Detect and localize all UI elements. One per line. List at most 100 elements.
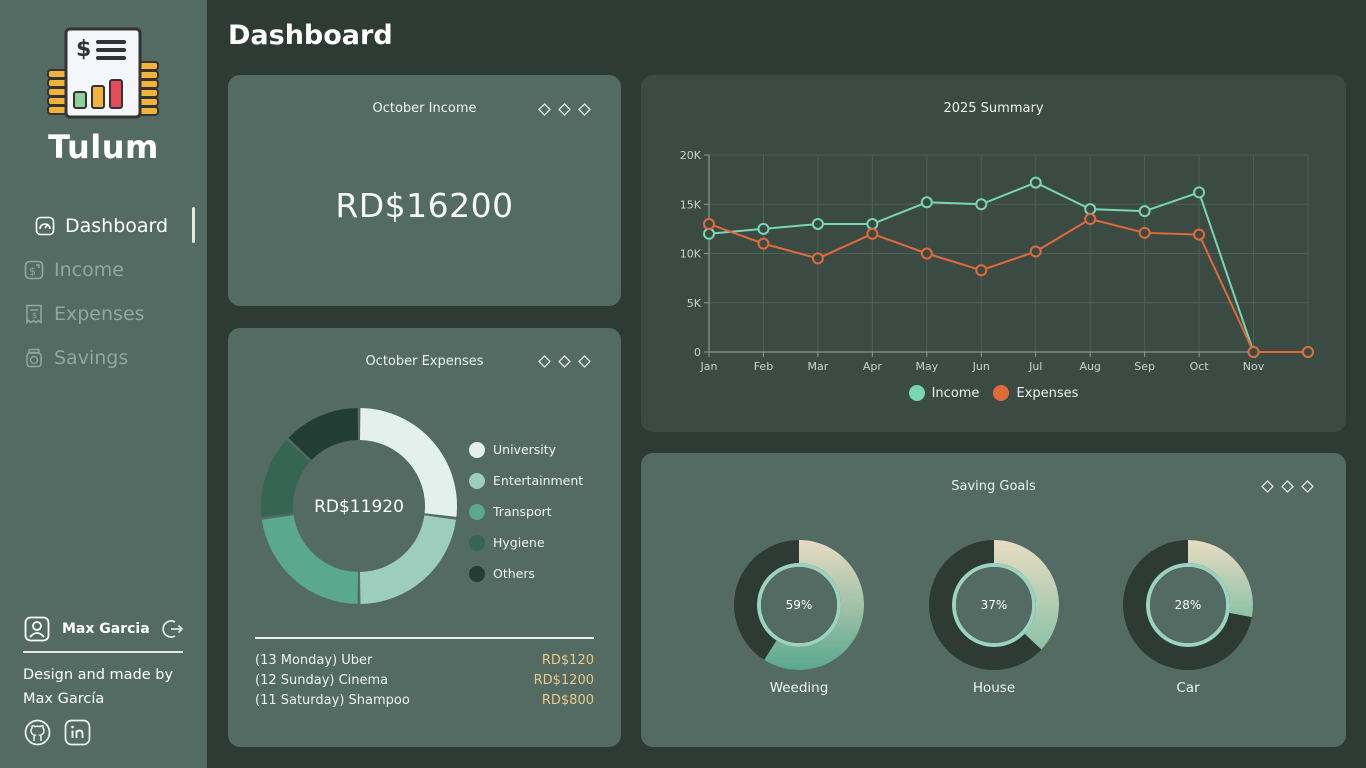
gauge-icon	[35, 216, 55, 236]
x-tick-label: Aug	[1079, 360, 1100, 373]
income-value: RD$16200	[335, 186, 514, 225]
expenses-donut-chart: RD$11920	[261, 408, 457, 604]
goal-inner-fill	[761, 567, 837, 643]
donut-slice-hygiene[interactable]	[261, 439, 311, 517]
data-point-expenses[interactable]	[703, 217, 715, 230]
svg-text:$: $	[76, 37, 91, 62]
data-point-income[interactable]	[757, 222, 770, 235]
card-menu-dots[interactable]	[538, 355, 591, 368]
x-tick-label: Jan	[700, 360, 718, 373]
transaction-row: (11 Saturday) Shampoo RD$800	[255, 693, 594, 708]
goal-progress-arc	[764, 540, 864, 670]
transaction-row: (13 Monday) Uber RD$120	[255, 653, 594, 668]
goal-inner-fill	[1150, 567, 1226, 643]
summary-card: 2025 Summary 0 5K 10K 15K 20K Jan Feb Mar Apr May…	[641, 75, 1346, 432]
legend-item-income[interactable]: Income	[908, 385, 980, 401]
data-point-expenses[interactable]	[920, 247, 933, 260]
donut-slice-entertainment[interactable]	[359, 515, 457, 604]
jar-icon	[26, 348, 42, 368]
legend-swatch	[993, 385, 1010, 401]
credit-text: Design and made by Max García	[23, 663, 193, 711]
user-row: Max Garcia	[24, 616, 184, 642]
credit-line-1: Design and made by	[23, 667, 174, 683]
social-links	[24, 719, 91, 746]
legend-swatch	[469, 565, 485, 582]
legend-item: University	[469, 434, 583, 465]
transactions-divider	[255, 637, 594, 639]
sidebar-item-label: Expenses	[54, 303, 145, 325]
data-point-expenses[interactable]	[975, 264, 988, 277]
goal-progress-arc	[1188, 540, 1253, 618]
goal-label: House	[972, 680, 1016, 696]
transaction-row: (12 Sunday) Cinema RD$1200	[255, 673, 594, 688]
goal-percent: 59%	[786, 598, 813, 612]
data-point-income[interactable]	[866, 217, 879, 230]
data-point-expenses[interactable]	[1302, 346, 1314, 358]
data-point-expenses[interactable]	[1247, 346, 1260, 358]
legend-label: Transport	[493, 504, 552, 519]
data-point-income[interactable]	[920, 196, 933, 209]
diamond-icon	[578, 103, 591, 116]
legend-label: Hygiene	[493, 535, 545, 550]
data-point-income[interactable]	[975, 198, 988, 211]
active-indicator	[192, 207, 195, 243]
expenses-card-title: October Expenses	[365, 354, 484, 369]
goal-inner-fill	[956, 567, 1032, 643]
x-tick-label: Nov	[1243, 360, 1265, 373]
data-point-income[interactable]	[1084, 203, 1097, 216]
data-point-expenses[interactable]	[811, 252, 824, 265]
data-point-income[interactable]	[1029, 176, 1042, 189]
legend-item: Entertainment	[469, 465, 583, 496]
data-point-expenses[interactable]	[757, 237, 770, 250]
card-menu-dots[interactable]	[1261, 480, 1314, 493]
legend-item-expenses[interactable]: Expenses	[993, 385, 1078, 401]
data-point-income[interactable]	[1193, 186, 1206, 199]
saving-goals-chart: 59% 37% 28%	[734, 540, 1253, 670]
donut-center-label: RD$11920	[314, 497, 404, 517]
x-tick-label: Sep	[1134, 360, 1155, 373]
legend-label: Income	[931, 385, 980, 401]
card-menu-dots[interactable]	[538, 103, 591, 116]
x-tick-label: Jul	[1028, 360, 1042, 373]
data-point-income[interactable]	[811, 217, 824, 230]
diamond-icon	[558, 103, 571, 116]
income-card: October Income	[228, 75, 621, 306]
linkedin-icon[interactable]	[64, 719, 91, 746]
diamond-icon	[538, 103, 551, 116]
logout-icon[interactable]	[162, 618, 184, 640]
legend-label: Others	[493, 566, 536, 581]
sidebar-item-savings[interactable]: Savings	[0, 336, 207, 380]
sidebar-item-label: Income	[54, 259, 124, 281]
y-tick-label: 5K	[687, 297, 702, 310]
sidebar-item-income[interactable]: $ Income	[0, 248, 207, 292]
sidebar-item-expenses[interactable]: $ Expenses	[0, 292, 207, 336]
data-point-income[interactable]	[703, 227, 715, 240]
credit-line-2: Max García	[23, 691, 105, 707]
github-icon[interactable]	[24, 719, 51, 746]
goal-inner-ring	[952, 563, 1036, 647]
user-divider	[23, 651, 183, 653]
donut-slice-university[interactable]	[359, 408, 457, 517]
x-tick-label: Jun	[972, 360, 990, 373]
savings-card: Saving Goals 59% 37% 28% Weeding House Car	[641, 453, 1346, 747]
donut-slice-transport[interactable]	[261, 515, 359, 604]
goal-percent: 37%	[981, 598, 1008, 612]
legend-item: Hygiene	[469, 527, 583, 558]
data-point-income[interactable]	[1138, 205, 1151, 218]
legend-swatch	[469, 503, 485, 520]
sidebar-item-dashboard[interactable]: Dashboard	[0, 204, 207, 248]
data-point-expenses[interactable]	[1138, 226, 1151, 239]
donut-slice-others[interactable]	[288, 408, 359, 461]
data-point-expenses[interactable]	[1029, 245, 1042, 258]
svg-text:$: $	[32, 311, 37, 320]
receipt-icon: $	[26, 304, 42, 324]
data-point-expenses[interactable]	[1084, 213, 1097, 226]
income-card-title: October Income	[372, 101, 477, 116]
goal-percent: 28%	[1175, 598, 1202, 612]
legend-label: University	[493, 442, 557, 457]
transaction-desc: (11 Saturday) Shampoo	[255, 693, 410, 708]
series-line-expenses	[708, 217, 1308, 353]
sidebar: $ Tulum Dashboard $ Income	[0, 0, 207, 768]
data-point-expenses[interactable]	[1193, 228, 1206, 241]
data-point-expenses[interactable]	[866, 227, 879, 240]
